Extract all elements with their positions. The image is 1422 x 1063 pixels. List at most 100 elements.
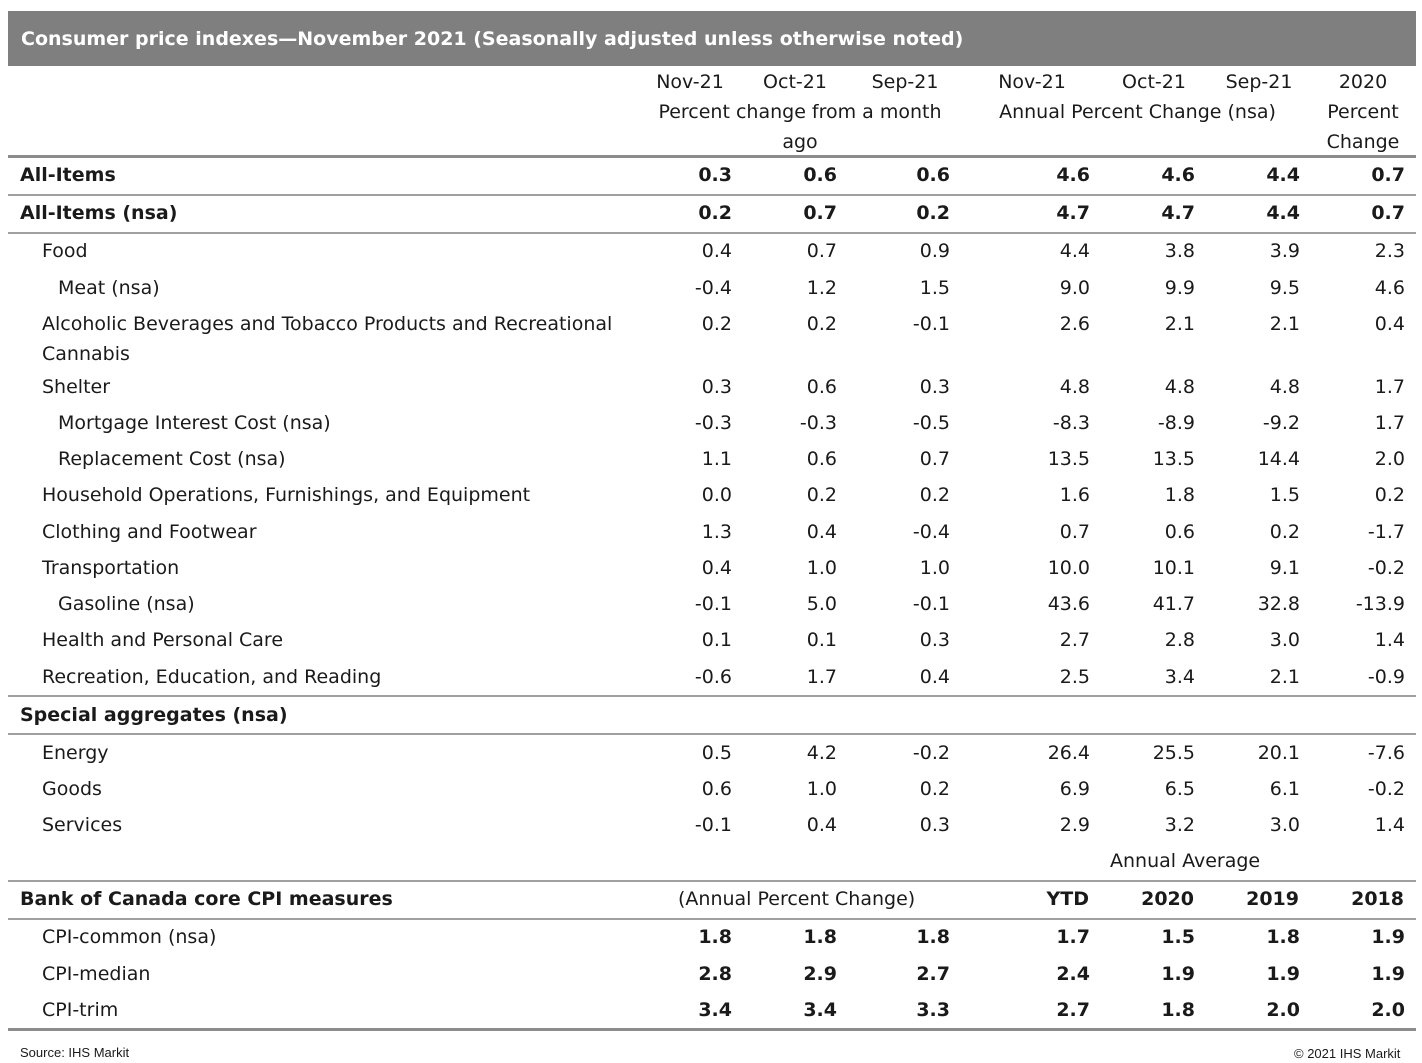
row-value: 4.7 (1161, 202, 1195, 224)
core-cpi-subheading: (Annual Percent Change) (678, 888, 916, 910)
row-value: 4.4 (1266, 202, 1300, 224)
row-value: 2.0 (1374, 448, 1405, 470)
core-row-value: 2.0 (1266, 999, 1300, 1021)
source-note: Source: IHS Markit (20, 1045, 130, 1060)
change-label: Change (1326, 131, 1400, 153)
title-banner: Consumer price indexes—November 2021 (Se… (8, 11, 1416, 66)
row-value: -0.1 (912, 593, 950, 615)
row-value: 9.1 (1269, 557, 1300, 579)
row-value: 0.4 (701, 557, 732, 579)
special-row-value: 2.9 (1059, 814, 1090, 836)
rule-after-special-heading (8, 733, 1416, 735)
rule-after-core-heading (8, 918, 1416, 920)
copyright-note: © 2021 IHS Markit (1294, 1046, 1401, 1061)
row-value: 2.1 (1269, 313, 1300, 335)
special-row-value: -7.6 (1367, 742, 1405, 764)
special-row-label: Energy (42, 742, 109, 764)
row-value: 41.7 (1152, 593, 1195, 615)
special-row-label: Services (42, 814, 123, 836)
row-value: 9.0 (1059, 277, 1090, 299)
pct-change-month-label-2: ago (782, 131, 818, 153)
core-row-value: 3.4 (803, 999, 837, 1021)
row-value: 10.0 (1047, 557, 1090, 579)
row-value: 0.6 (806, 376, 837, 398)
row-value: 1.5 (919, 277, 950, 299)
row-value: 0.2 (1269, 521, 1300, 543)
row-label: Recreation, Education, and Reading (42, 666, 382, 688)
row-value: 0.2 (919, 484, 950, 506)
row-value: 9.9 (1164, 277, 1195, 299)
row-value: 4.8 (1269, 376, 1300, 398)
core-row-value: 1.8 (1161, 999, 1195, 1021)
row-value: 1.7 (806, 666, 837, 688)
row-value: 10.1 (1152, 557, 1195, 579)
special-row-value: 0.5 (701, 742, 732, 764)
special-row-value: 6.5 (1164, 778, 1195, 800)
row-label: All-Items (20, 164, 116, 186)
row-value: 3.9 (1269, 240, 1300, 262)
row-value: 0.2 (916, 202, 950, 224)
special-aggregates-heading: Special aggregates (nsa) (20, 704, 288, 726)
core-row-value: 1.9 (1371, 963, 1405, 985)
core-row-label: CPI-trim (42, 999, 119, 1021)
row-value: 0.3 (701, 376, 732, 398)
row-value: -8.3 (1052, 412, 1090, 434)
row-value: 13.5 (1047, 448, 1090, 470)
core-col-ytd: YTD (1046, 888, 1090, 910)
row-value: 0.7 (803, 202, 837, 224)
row-value: 0.7 (919, 448, 950, 470)
row-label: Household Operations, Furnishings, and E… (42, 484, 531, 506)
special-row-value: 0.4 (806, 814, 837, 836)
core-row-value: 1.9 (1266, 963, 1300, 985)
row-value: -0.2 (1367, 557, 1405, 579)
row-value: 4.7 (1056, 202, 1090, 224)
row-value: 3.0 (1269, 629, 1300, 651)
row-label: Replacement Cost (nsa) (58, 448, 286, 470)
core-col-2020: 2020 (1141, 888, 1194, 910)
row-value: 0.2 (701, 313, 732, 335)
row-value: 1.8 (1164, 484, 1195, 506)
row-value: 1.6 (1059, 484, 1090, 506)
special-row-value: 6.9 (1059, 778, 1090, 800)
core-row-value: 1.9 (1371, 926, 1405, 948)
core-row-value: 1.8 (698, 926, 732, 948)
percent-label: Percent (1327, 101, 1399, 123)
annual-pct-change-label: Annual Percent Change (nsa) (999, 101, 1276, 123)
core-row-value: 1.5 (1161, 926, 1195, 948)
row-value: -13.9 (1355, 593, 1405, 615)
row-value: 4.8 (1059, 376, 1090, 398)
row-value: 43.6 (1047, 593, 1090, 615)
row-value: 0.6 (916, 164, 950, 186)
row-value: 0.7 (1059, 521, 1090, 543)
special-row-value: 6.1 (1269, 778, 1300, 800)
special-row-value: -0.2 (912, 742, 950, 764)
row-value: 1.7 (1374, 412, 1405, 434)
core-row-value: 1.8 (916, 926, 950, 948)
row-value: 4.6 (1056, 164, 1090, 186)
row-value: 3.4 (1164, 666, 1195, 688)
row-value: 0.2 (806, 313, 837, 335)
special-row-value: 3.0 (1269, 814, 1300, 836)
core-row-value: 2.9 (803, 963, 837, 985)
row-value: 0.3 (919, 629, 950, 651)
row-value: 1.0 (919, 557, 950, 579)
col-header-annual-3: Sep-21 (1225, 71, 1293, 93)
row-value: -8.9 (1157, 412, 1195, 434)
row-value: -0.1 (694, 593, 732, 615)
row-label: Clothing and Footwear (42, 521, 257, 543)
col-header-annual-1: Nov-21 (998, 71, 1066, 93)
row-value: 0.7 (1371, 164, 1405, 186)
special-row-value: 26.4 (1047, 742, 1090, 764)
row-label: Shelter (42, 376, 111, 398)
core-row-value: 1.9 (1161, 963, 1195, 985)
row-label: All-Items (nsa) (20, 202, 178, 224)
row-value: 0.7 (1371, 202, 1405, 224)
row-value: 0.6 (806, 448, 837, 470)
row-value: 2.8 (1164, 629, 1195, 651)
row-value: 4.4 (1266, 164, 1300, 186)
row-value: 4.6 (1374, 277, 1405, 299)
special-row-value: 0.3 (919, 814, 950, 836)
pct-change-month-label: Percent change from a month (658, 101, 942, 123)
row-label: Gasoline (nsa) (58, 593, 195, 615)
row-value: 0.1 (806, 629, 837, 651)
